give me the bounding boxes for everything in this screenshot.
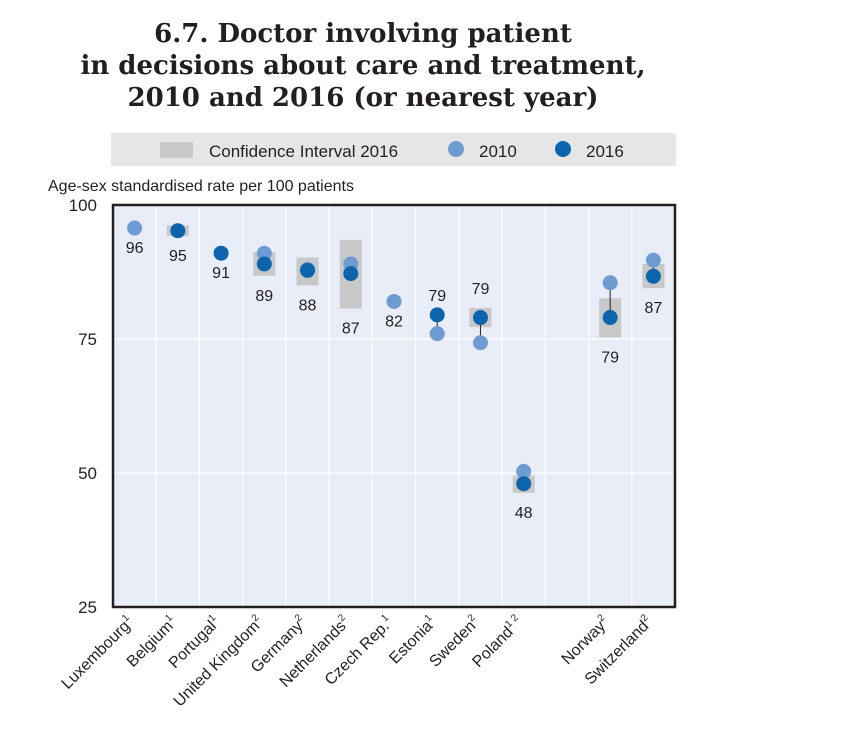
point-2010 [256, 245, 272, 261]
point-2010 [602, 275, 618, 291]
legend-2010-marker [448, 141, 464, 157]
y-tick-label: 25 [78, 598, 97, 617]
data-marks [127, 220, 665, 493]
data-label: 79 [601, 349, 619, 366]
gridlines [113, 205, 675, 607]
plot-frame [111, 203, 677, 609]
data-label: 91 [212, 265, 230, 282]
legend-2016-marker [555, 141, 571, 157]
data-label: 79 [428, 288, 446, 305]
data-label: 48 [515, 505, 533, 522]
data-label: 79 [472, 281, 490, 298]
point-2016 [429, 307, 445, 323]
title-line-2: in decisions about care and treatment, [80, 51, 646, 81]
y-tick-label: 100 [69, 196, 97, 215]
point-2010 [127, 220, 143, 236]
point-2016 [645, 268, 661, 284]
data-label: 82 [385, 313, 403, 330]
point-2010 [386, 293, 402, 309]
y-tick-label: 50 [78, 464, 97, 483]
x-tick-label: Luxembourg1 [57, 612, 138, 693]
point-2016 [516, 476, 532, 492]
data-label: 87 [342, 320, 360, 337]
legend-ci-swatch [160, 142, 193, 158]
country-name: Sweden [426, 618, 479, 671]
point-2010 [645, 252, 661, 268]
point-2010 [472, 335, 488, 351]
legend-ci-label: Confidence Interval 2016 [209, 142, 398, 161]
data-labels: 96 95 91 89 88 87 82 79 79 48 79 87 [126, 240, 663, 522]
point-2016 [256, 256, 272, 272]
data-label: 95 [169, 248, 187, 265]
point-2016 [602, 310, 618, 326]
data-label: 96 [126, 240, 144, 257]
data-label: 89 [255, 288, 273, 305]
legend: Confidence Interval 2016 2010 2016 [111, 133, 676, 166]
country-name: Luxembourg [59, 618, 134, 693]
point-2016 [343, 266, 359, 282]
legend-background [111, 133, 676, 166]
point-2016 [213, 245, 229, 261]
data-label: 87 [644, 300, 662, 317]
title-line-3: 2010 and 2016 (or nearest year) [127, 83, 599, 113]
legend-2010-label: 2010 [479, 142, 517, 161]
point-2016 [472, 310, 488, 326]
y-axis-ticks: 25 50 75 100 [69, 196, 97, 617]
y-axis-label: Age-sex standardised rate per 100 patien… [48, 178, 354, 195]
point-2016 [300, 262, 316, 278]
title-line-1: 6.7. Doctor involving patient [154, 19, 572, 49]
point-2010 [429, 326, 445, 342]
point-2010 [516, 463, 532, 479]
legend-2016-label: 2016 [586, 142, 624, 161]
plot-area [113, 205, 675, 607]
point-2016 [170, 223, 186, 239]
chart-title: 6.7. Doctor involving patient in decisio… [0, 18, 726, 114]
y-tick-label: 75 [78, 330, 97, 349]
data-label: 88 [299, 297, 317, 314]
